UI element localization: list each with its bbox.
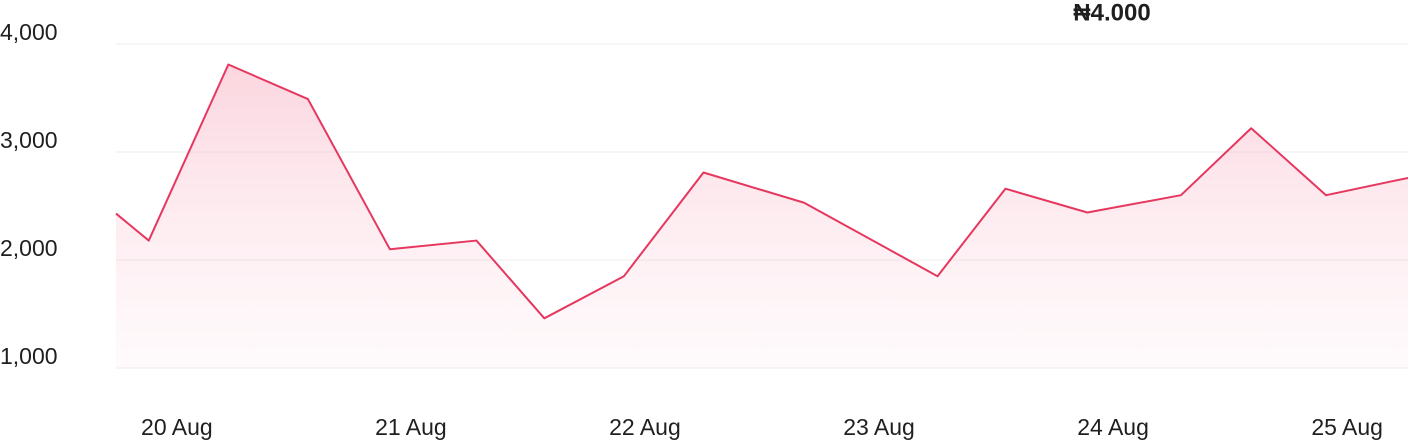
x-tick-label: 25 Aug [1311, 414, 1383, 440]
x-tick-label: 23 Aug [843, 414, 915, 440]
y-tick-label: 1,000 [0, 343, 58, 369]
x-tick-label: 21 Aug [375, 414, 447, 440]
x-tick-label: 24 Aug [1077, 414, 1149, 440]
x-tick-label: 20 Aug [141, 414, 213, 440]
annotation: ₦4.000 [1073, 0, 1150, 26]
x-tick-label: 22 Aug [609, 414, 681, 440]
y-tick-label: 4,000 [0, 19, 58, 45]
line [115, 63, 1408, 320]
y-tick-label: 2,000 [0, 235, 58, 261]
y-tick-label: 3,000 [0, 127, 58, 153]
area [116, 64, 1408, 369]
